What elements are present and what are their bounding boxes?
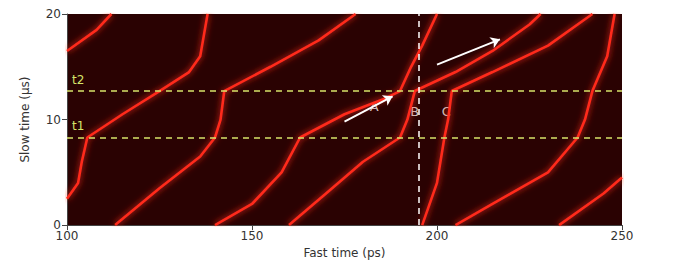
svg-text:Fast time (ps): Fast time (ps) xyxy=(303,246,385,260)
svg-text:20: 20 xyxy=(46,7,61,21)
svg-text:C: C xyxy=(441,103,451,119)
svg-text:t1: t1 xyxy=(72,119,84,133)
svg-text:200: 200 xyxy=(426,229,449,243)
svg-text:250: 250 xyxy=(611,229,634,243)
svg-text:10: 10 xyxy=(46,113,61,127)
svg-text:B: B xyxy=(410,103,420,119)
svg-text:0: 0 xyxy=(53,218,61,233)
svg-text:150: 150 xyxy=(241,229,264,243)
svg-text:t2: t2 xyxy=(72,73,84,87)
svg-text:Slow time (μs): Slow time (μs) xyxy=(18,76,32,162)
svg-text:100: 100 xyxy=(56,229,79,243)
